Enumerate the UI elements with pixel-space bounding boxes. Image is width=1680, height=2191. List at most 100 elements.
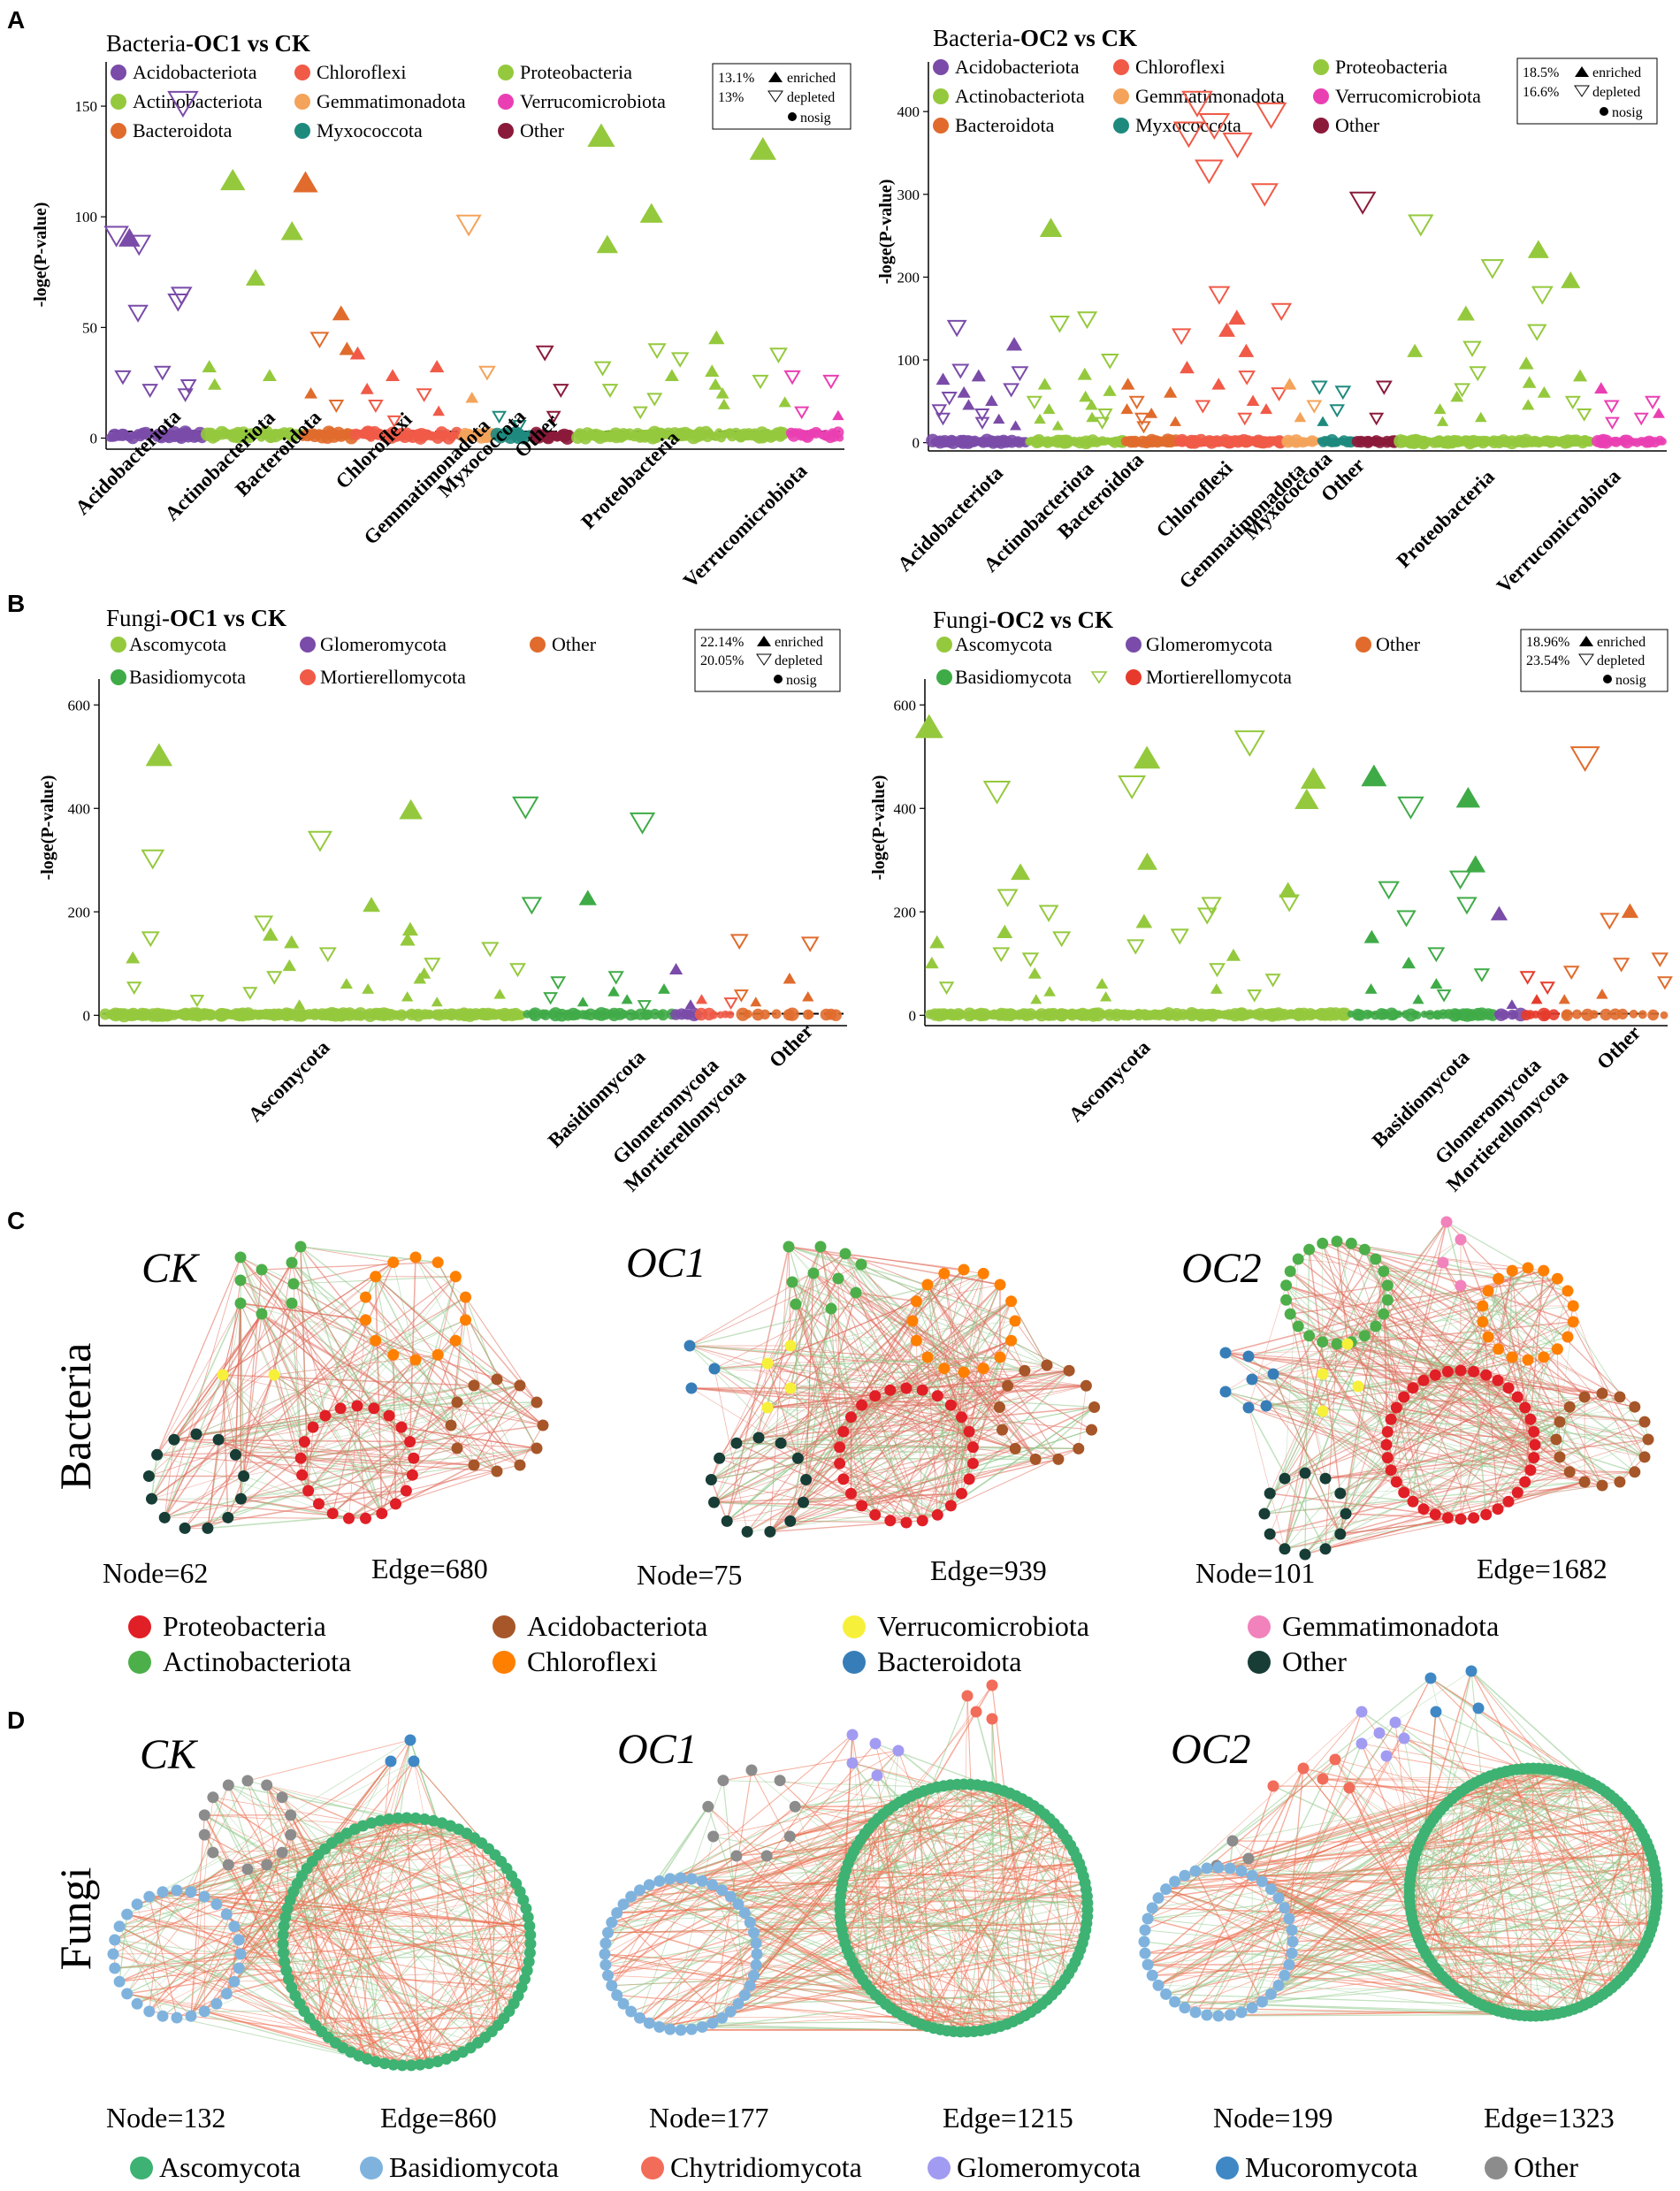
depleted-point [546,410,561,424]
y-axis-label: -loge(P-value) [31,202,50,308]
legend-label: Chloroflexi [317,61,406,83]
network-node [1219,1386,1232,1398]
depleted-point [1201,897,1222,915]
depleted-point [646,393,663,407]
nosig-point [1540,1010,1551,1020]
network-node [1340,1508,1352,1520]
network-node [956,1411,967,1424]
enriched-point [493,989,506,999]
network-edge [689,1253,846,1347]
enriched-pct: 18.96% [1526,635,1569,650]
legend-swatch [493,1615,515,1638]
network-node [745,1764,758,1776]
enriched-point [399,798,423,820]
network-edge [1516,1348,1558,1398]
network-fungi-oc2: OC2 Node=199 Edge=1323 [1138,1665,1663,2134]
depleted-point [1600,912,1620,930]
network-node [1614,1391,1626,1403]
depleted-point [1519,971,1536,985]
network-node [294,1452,307,1464]
network-node [855,1258,867,1271]
network-node [1279,1472,1291,1485]
network-edge [340,1408,383,1514]
network-edge [240,1302,439,1355]
network-node [229,1448,241,1461]
network-node [220,1908,233,1920]
network-edge [291,1302,341,1408]
network-node [395,1421,408,1433]
enriched-point [1317,416,1329,426]
network-edge [1585,1471,1635,1483]
network-node [387,1256,400,1269]
network-edge [375,1276,521,1466]
network-edge [1619,1439,1649,1483]
network-edge [1078,1386,1087,1449]
enriched-point [1527,240,1549,258]
enriched-point [935,372,951,386]
enriched-point [1412,994,1424,1004]
enriched-point [664,369,679,381]
network-node [653,1875,666,1887]
network-edge [713,1407,768,1503]
network-node [900,1516,913,1529]
network-edge [788,1246,1001,1286]
enriched-pct: 13.1% [718,71,754,86]
network-node [951,1778,963,1790]
network-node [408,1755,420,1767]
nosig-point [785,1007,799,1021]
enriched-point [1561,271,1581,288]
x-axis-labels: Acidobacteriota Actinobacteriota Bactero… [893,447,1625,598]
depleted-point [1250,183,1279,207]
depleted-point [1329,404,1346,418]
legend-swatch [1248,1615,1271,1638]
legend-dot [498,65,514,80]
network-node [1629,1466,1641,1478]
enriched-point [957,386,971,398]
edge-count: Edge=1682 [1477,1553,1607,1584]
enriched-label: enriched [775,635,823,650]
network-edge [409,1378,498,1443]
network-edge [240,1279,394,1355]
enriched-point [413,973,427,984]
enriched-point [220,168,246,191]
network-node [938,1267,951,1279]
network-node [360,1314,371,1326]
network-edge [714,1368,1087,1386]
legend-label: Acidobacteriota [955,56,1080,78]
network-node [685,2023,698,2035]
network-node [1279,1543,1291,1555]
legend-label: Other [1514,2151,1578,2183]
network-node [1472,1702,1485,1714]
y-tick-label: 300 [897,187,920,203]
network-edge [758,1292,857,1439]
enriched-point [668,963,683,975]
network-node [997,1424,1008,1436]
y-tick-label: 600 [894,697,917,714]
network-node [121,1988,134,2000]
network-node [1246,1869,1258,1882]
network-edge [758,1340,917,1439]
network-title: OC2 [1171,1726,1251,1773]
network-node [198,1828,210,1841]
y-axis-label: -loge(P-value) [869,775,889,881]
y-tick-label: 100 [75,209,98,225]
depleted-point [1279,894,1300,912]
network-edge [241,1447,458,1500]
legend-swatch [130,2157,153,2180]
network-node [234,1948,247,1960]
network-node [1201,2009,1213,2021]
network-node [370,1271,382,1283]
network-node [217,1369,229,1381]
network-edge [890,1389,1016,1449]
depleted-point [307,830,332,852]
network-edge [711,1301,1012,1480]
network-node [1385,1464,1397,1477]
network-edge [855,1292,1092,1431]
enriched-point [1572,369,1588,382]
network-node [409,1251,422,1263]
panel-letter-d: D [7,1706,25,1734]
legend-dot [1355,637,1371,653]
network-edge [691,1387,782,1444]
network-node [599,1937,612,1950]
y-axis-label: -loge(P-value) [876,179,896,285]
